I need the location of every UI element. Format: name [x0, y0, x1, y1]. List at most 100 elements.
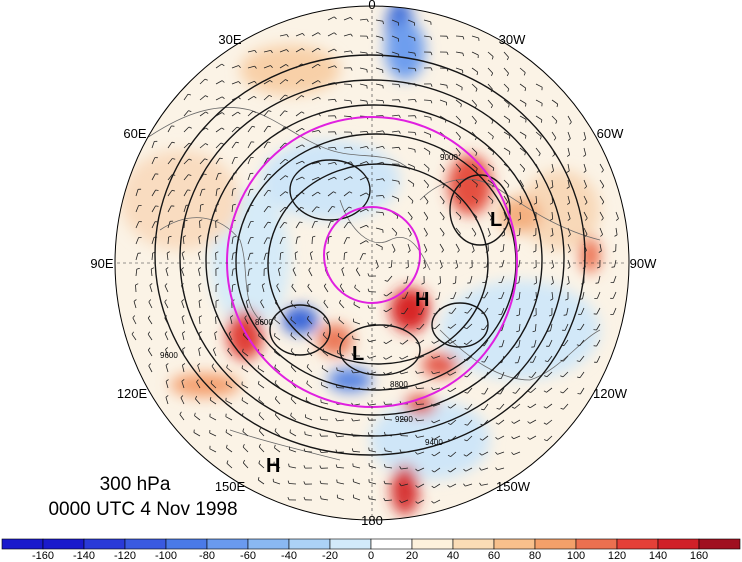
low-center-1: L: [490, 209, 502, 231]
wind-barb: [440, 68, 447, 69]
high-center-1: H: [415, 289, 429, 311]
colorbar-label: 20: [406, 550, 418, 562]
wind-barb: [417, 404, 424, 405]
wind-barb-flag: [481, 298, 484, 299]
colorbar-segment: [166, 539, 207, 549]
contour-label: 9400: [425, 438, 443, 447]
wind-barb-flag: [548, 331, 551, 332]
colorbar-label: 80: [529, 550, 541, 562]
colorbar-segment: [494, 539, 535, 549]
wind-barb-flag: [383, 86, 384, 89]
lon-label-30e: 30E: [218, 32, 241, 47]
wind-barb-flag: [578, 394, 581, 395]
wind-barb-flag: [369, 496, 370, 499]
colorbar-label: 40: [447, 550, 459, 562]
wind-barb-flag: [564, 315, 567, 316]
wind-barb: [456, 36, 463, 37]
wind-barb-flag: [436, 299, 439, 300]
lon-label-60w: 60W: [597, 126, 624, 141]
colorbar-label: -80: [199, 550, 215, 562]
colorbar-label: -60: [240, 550, 256, 562]
wind-barb: [376, 196, 383, 197]
wind-barb-flag: [306, 397, 307, 400]
wind-barb-flag: [526, 104, 527, 107]
lon-label-120w: 120W: [593, 386, 628, 401]
contour-label: 9200: [395, 415, 413, 424]
lon-label-180: 180: [361, 513, 383, 528]
lon-label-120e: 120E: [117, 386, 148, 401]
wind-barb-flag: [482, 394, 485, 395]
low-center-2: L: [352, 343, 364, 365]
contour-label: 9000: [440, 153, 458, 162]
wind-barb-flag: [369, 448, 370, 451]
level-title: 300 hPa: [0, 474, 280, 496]
colorbar-segment: [125, 539, 166, 549]
colorbar-segment: [248, 539, 289, 549]
colorbar-label: 160: [690, 550, 708, 562]
wind-barb-flag: [367, 70, 368, 73]
wind-barb: [392, 84, 399, 85]
wind-barb-flag: [415, 150, 416, 153]
colorbar-segment: [84, 539, 125, 549]
lon-label-90w: 90W: [630, 256, 657, 271]
wind-barb: [488, 244, 489, 251]
wind-barb-flag: [446, 120, 447, 123]
wind-barb-flag: [447, 85, 448, 88]
wind-barb: [344, 84, 351, 85]
wind-barb-flag: [482, 362, 485, 363]
wind-barb: [312, 237, 313, 244]
wind-barb-flag: [484, 267, 487, 268]
colorbar-label: -20: [322, 550, 338, 562]
wind-barb-flag: [156, 206, 159, 207]
wind-barb-flag: [188, 190, 191, 191]
wind-barb-flag: [226, 381, 227, 384]
wind-barb-flag: [466, 298, 469, 299]
colorbar-label: -160: [32, 550, 54, 562]
wind-barb-flag: [509, 152, 510, 155]
wind-barb: [305, 452, 312, 453]
colorbar-segment: [43, 539, 84, 549]
colorbar-label: 100: [567, 550, 585, 562]
lon-label-60e: 60E: [123, 126, 146, 141]
contour-label: 8800: [390, 380, 408, 389]
wind-barb-flag: [337, 368, 338, 371]
wind-barb-flag: [300, 222, 303, 223]
wind-barb: [344, 253, 345, 260]
lon-label-90e: 90E: [90, 256, 113, 271]
wind-barb: [289, 484, 296, 485]
wind-barb-flag: [596, 283, 599, 284]
wind-barb-flag: [399, 181, 400, 184]
wind-barb-flag: [156, 190, 159, 191]
colorbar-segment: [412, 539, 453, 549]
wind-barb-flag: [509, 136, 510, 139]
wind-barb-flag: [204, 174, 207, 175]
wind-barb-flag: [249, 269, 252, 270]
wind-barb: [424, 100, 431, 101]
wind-barb: [200, 221, 201, 228]
colorbar: [2, 539, 740, 549]
lon-label-0: 0: [368, 0, 375, 12]
colorbar-label: -140: [73, 550, 95, 562]
colorbar-label: -120: [114, 550, 136, 562]
colorbar-label: -100: [155, 550, 177, 562]
colorbar-segment: [207, 539, 248, 549]
wind-barb: [321, 420, 328, 421]
colorbar-label: 140: [649, 550, 667, 562]
colorbar-label: 60: [488, 550, 500, 562]
colorbar-label: 0: [368, 550, 374, 562]
colorbar-segment: [535, 539, 576, 549]
wind-barb-flag: [337, 480, 338, 483]
colorbar-label: 120: [608, 550, 626, 562]
wind-barb: [216, 317, 217, 324]
lon-label-30w: 30W: [499, 32, 526, 47]
wind-barb-flag: [268, 142, 271, 143]
colorbar-segment: [371, 539, 412, 549]
contour-label: 9600: [160, 351, 178, 360]
wind-barb-flag: [220, 158, 223, 159]
contour-label: 8600: [255, 318, 273, 327]
colorbar-segment: [617, 539, 658, 549]
wind-barb: [321, 452, 328, 453]
wind-barb: [536, 276, 537, 283]
colorbar-segment: [658, 539, 699, 549]
time-title: 0000 UTC 4 Nov 1998: [0, 499, 293, 521]
